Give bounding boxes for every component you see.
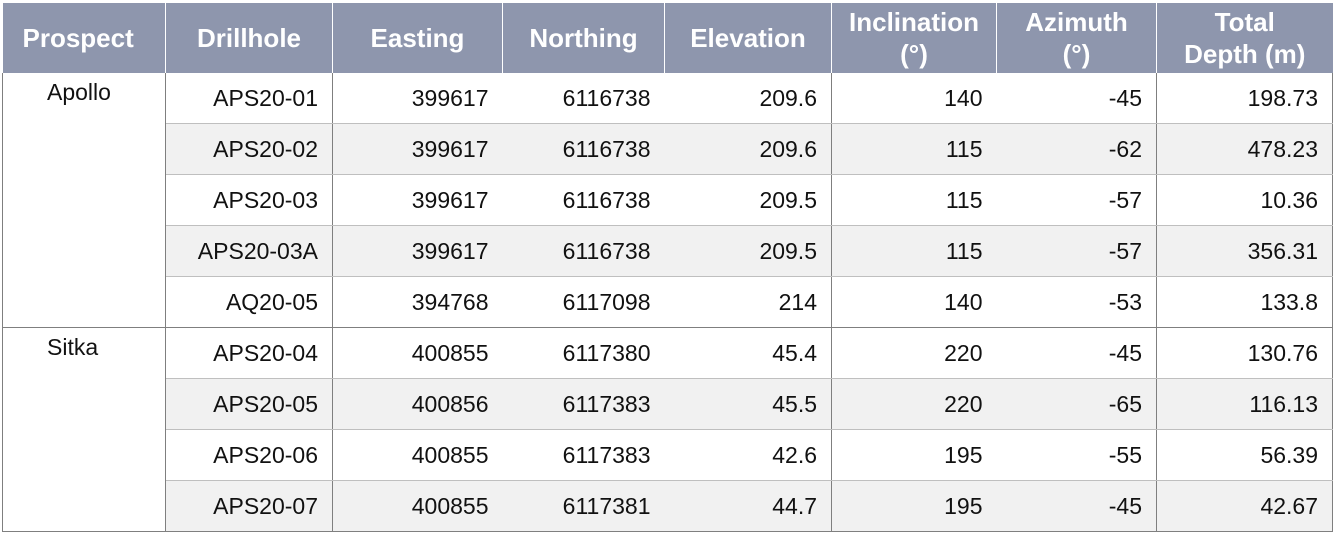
- prospect-cell: Sitka: [2, 327, 166, 532]
- azimuth-cell: -57: [996, 225, 1157, 277]
- drillhole-cell: APS20-01: [165, 73, 333, 124]
- table-header: Prospect Drillhole Easting Northing Elevatio…: [2, 3, 1333, 73]
- table-row: APS20-02 399617 6116738 209.6 115 -62 478.23: [3, 123, 1333, 175]
- easting-cell: 394768: [332, 276, 503, 328]
- drillhole-cell: APS20-02: [165, 123, 333, 175]
- easting-cell: 399617: [332, 73, 503, 124]
- elevation-cell: 44.7: [664, 480, 832, 532]
- easting-cell: 399617: [332, 225, 503, 277]
- total-depth-cell: 130.76: [1156, 327, 1333, 379]
- elevation-cell: 209.6: [664, 73, 832, 124]
- drillhole-cell: APS20-04: [165, 327, 333, 379]
- table-row: Sitka APS20-04 400855 6117380 45.4 220 -45 130.…: [2, 327, 1333, 532]
- total-depth-cell: 116.13: [1156, 378, 1333, 430]
- total-depth-cell: 198.73: [1156, 73, 1333, 124]
- header-label-line: Prospect: [22, 23, 134, 53]
- header-inclination: Inclination (°): [831, 3, 997, 73]
- table-row: APS20-03 399617 6116738 209.5 115 -57 10.36: [3, 174, 1333, 226]
- inclination-cell: 195: [831, 480, 997, 532]
- elevation-cell: 209.5: [664, 225, 832, 277]
- total-depth-cell: 478.23: [1156, 123, 1333, 175]
- header-label-line: Northing: [529, 23, 638, 53]
- total-depth-cell: 42.67: [1156, 480, 1333, 532]
- total-depth-cell: 56.39: [1156, 429, 1333, 481]
- azimuth-cell: -53: [996, 276, 1157, 328]
- header-label-line: Drillhole: [196, 23, 301, 53]
- elevation-cell: 45.4: [664, 327, 832, 379]
- inclination-cell: 115: [831, 225, 997, 277]
- table-body: Apollo APS20-01 399617 6116738 209.6 140 -45 19…: [2, 73, 1333, 532]
- header-label-line: Elevation: [690, 23, 806, 53]
- northing-cell: 6116738: [502, 174, 665, 226]
- header-elevation: Elevation: [664, 3, 832, 73]
- header-label-line: (°): [900, 39, 928, 69]
- northing-cell: 6117380: [502, 327, 665, 379]
- northing-cell: 6116738: [502, 73, 665, 124]
- easting-cell: 400855: [332, 327, 503, 379]
- drillhole-cell: APS20-06: [165, 429, 333, 481]
- azimuth-cell: -45: [996, 327, 1157, 379]
- drillhole-cell: APS20-05: [165, 378, 333, 430]
- table-row: APS20-06 400855 6117383 42.6 195 -55 56.39: [3, 429, 1333, 481]
- elevation-cell: 209.5: [664, 174, 832, 226]
- header-label-line: Total: [1214, 7, 1275, 37]
- total-depth-cell: 356.31: [1156, 225, 1333, 277]
- table-row: APS20-07 400855 6117381 44.7 195 -45 42.67: [3, 480, 1333, 532]
- easting-cell: 399617: [332, 123, 503, 175]
- table-row: AQ20-05 394768 6117098 214 140 -53 133.8: [3, 276, 1333, 328]
- northing-cell: 6117383: [502, 378, 665, 430]
- drillhole-cell: APS20-03A: [165, 225, 333, 277]
- azimuth-cell: -65: [996, 378, 1157, 430]
- easting-cell: 400855: [332, 429, 503, 481]
- elevation-cell: 214: [664, 276, 832, 328]
- easting-cell: 399617: [332, 174, 503, 226]
- table-row: Apollo APS20-01 399617 6116738 209.6 140 -45 19…: [2, 73, 1333, 328]
- header-prospect: Prospect: [2, 3, 166, 73]
- elevation-cell: 42.6: [664, 429, 832, 481]
- inclination-cell: 195: [831, 429, 997, 481]
- elevation-cell: 209.6: [664, 123, 832, 175]
- northing-cell: 6117383: [502, 429, 665, 481]
- header-azimuth: Azimuth (°): [996, 3, 1157, 73]
- header-label-line: (°): [1062, 39, 1091, 69]
- inclination-cell: 220: [831, 327, 997, 379]
- drillhole-cell: APS20-03: [165, 174, 333, 226]
- header-easting: Easting: [332, 3, 503, 73]
- total-depth-cell: 133.8: [1156, 276, 1333, 328]
- drillhole-cell: APS20-07: [165, 480, 333, 532]
- header-northing: Northing: [502, 3, 665, 73]
- easting-cell: 400855: [332, 480, 503, 532]
- header-label-line: Depth (m): [1184, 39, 1306, 69]
- header-label-line: Azimuth: [1025, 7, 1128, 37]
- drillhole-table: Prospect Drillhole Easting Northing Elevatio…: [2, 3, 1333, 532]
- northing-cell: 6116738: [502, 225, 665, 277]
- northing-cell: 6117098: [502, 276, 665, 328]
- easting-cell: 400856: [332, 378, 503, 430]
- table-row: APS20-03A 399617 6116738 209.5 115 -57 356.31: [3, 225, 1333, 277]
- inclination-cell: 115: [831, 174, 997, 226]
- header-label-line: Easting: [370, 23, 465, 53]
- azimuth-cell: -62: [996, 123, 1157, 175]
- total-depth-cell: 10.36: [1156, 174, 1333, 226]
- inclination-cell: 115: [831, 123, 997, 175]
- table-row: APS20-05 400856 6117383 45.5 220 -65 116.13: [3, 378, 1333, 430]
- elevation-cell: 45.5: [664, 378, 832, 430]
- drillhole-cell: AQ20-05: [165, 276, 333, 328]
- azimuth-cell: -45: [996, 480, 1157, 532]
- header-label-line: Inclination: [849, 7, 979, 37]
- northing-cell: 6116738: [502, 123, 665, 175]
- inclination-cell: 140: [831, 276, 997, 328]
- azimuth-cell: -55: [996, 429, 1157, 481]
- header-drillhole: Drillhole: [165, 3, 333, 73]
- header-row: Prospect Drillhole Easting Northing Elevatio…: [2, 3, 1333, 73]
- azimuth-cell: -45: [996, 73, 1157, 124]
- header-total-depth: Total Depth (m): [1156, 3, 1333, 73]
- inclination-cell: 140: [831, 73, 997, 124]
- northing-cell: 6117381: [502, 480, 665, 532]
- azimuth-cell: -57: [996, 174, 1157, 226]
- inclination-cell: 220: [831, 378, 997, 430]
- prospect-cell: Apollo: [2, 73, 166, 328]
